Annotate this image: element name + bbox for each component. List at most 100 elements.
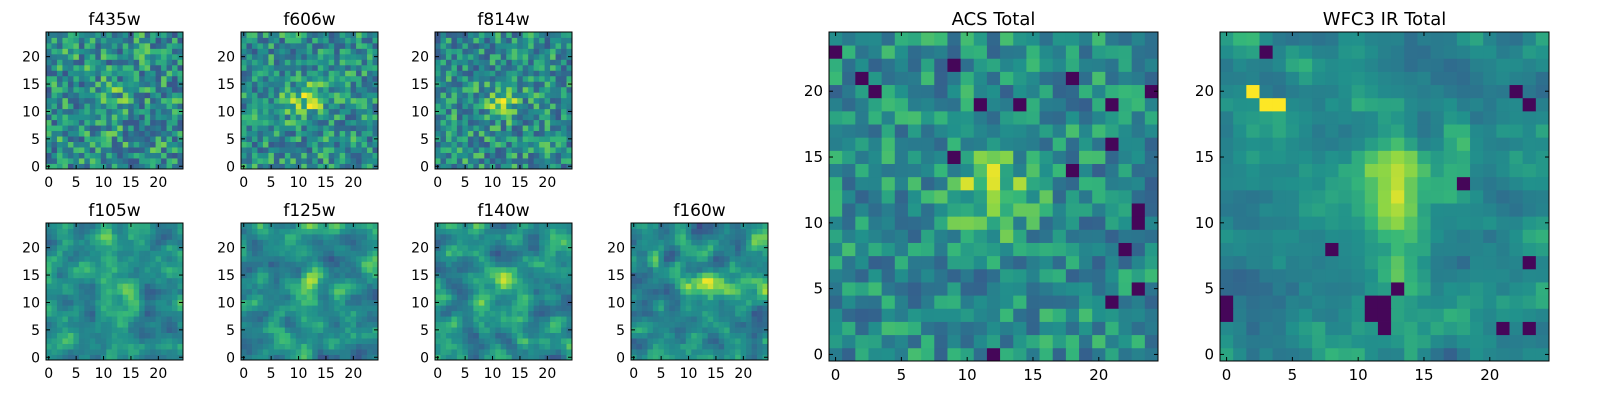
heatmap-cell — [161, 92, 167, 99]
heatmap-cell — [323, 48, 330, 55]
heatmap-cell — [241, 338, 247, 344]
heatmap-cell — [122, 277, 129, 284]
heatmap-cell — [295, 244, 302, 251]
heatmap-cell — [150, 332, 156, 339]
heatmap-cell — [177, 255, 184, 262]
heatmap-cell — [144, 316, 151, 323]
heatmap-cell — [106, 64, 113, 71]
heatmap-cell — [262, 244, 269, 251]
heatmap-cell — [106, 299, 113, 306]
heatmap-cell — [172, 299, 178, 306]
heatmap-cell — [740, 338, 747, 344]
heatmap-cell — [478, 310, 485, 317]
heatmap-cell — [729, 228, 736, 235]
heatmap-cell — [73, 97, 80, 104]
heatmap-cell — [740, 305, 747, 312]
heatmap-cell — [262, 338, 269, 344]
heatmap-cell — [144, 42, 151, 49]
heatmap-cell — [339, 321, 346, 328]
heatmap-cell — [435, 261, 441, 268]
heatmap-cell — [674, 244, 681, 251]
heatmap-cell — [467, 108, 474, 115]
heatmap-cell — [106, 125, 113, 132]
heatmap-cell — [751, 349, 758, 355]
heatmap-cell — [550, 158, 556, 164]
heatmap-cell — [312, 103, 319, 110]
heatmap-cell — [350, 103, 357, 110]
heatmap-cell — [339, 250, 346, 257]
heatmap-cell — [550, 321, 556, 328]
heatmap-cell — [724, 250, 731, 257]
heatmap-cell — [372, 305, 379, 312]
heatmap-cell — [117, 228, 124, 235]
heatmap-cell — [561, 327, 567, 333]
heatmap-cell — [328, 255, 335, 262]
heatmap-cell — [89, 233, 96, 240]
heatmap-cell — [150, 86, 156, 93]
heatmap-cell — [177, 158, 184, 164]
heatmap-cell — [257, 332, 264, 339]
heatmap-cell — [301, 283, 308, 290]
heatmap-cell — [456, 272, 463, 279]
heatmap-cell — [166, 48, 173, 55]
y-tick-label: 15 — [411, 268, 429, 284]
heatmap-cell — [339, 343, 346, 350]
heatmap-cell — [372, 152, 379, 159]
heatmap-cell — [550, 255, 556, 262]
heatmap-cell — [345, 261, 351, 268]
heatmap-cell — [511, 92, 518, 99]
heatmap-cell — [150, 97, 156, 104]
heatmap-cell — [746, 327, 752, 333]
heatmap-cell — [445, 272, 452, 279]
heatmap-cell — [456, 70, 463, 77]
heatmap-cell — [894, 255, 909, 270]
heatmap-cell — [947, 163, 961, 178]
heatmap-cell — [561, 75, 567, 82]
heatmap-cell — [467, 310, 474, 317]
heatmap-cell — [435, 97, 441, 104]
heatmap-cell — [506, 272, 513, 279]
heatmap-cell — [555, 64, 562, 71]
heatmap-cell — [241, 255, 247, 262]
heatmap-cell — [555, 343, 562, 350]
heatmap-cell — [511, 223, 518, 229]
heatmap-cell — [674, 305, 681, 312]
heatmap-cell — [155, 108, 162, 115]
heatmap-cell — [533, 53, 540, 60]
heatmap-cell — [177, 305, 184, 312]
heatmap-cell — [445, 349, 452, 355]
heatmap-cell — [290, 163, 297, 170]
heatmap-cell — [451, 59, 458, 66]
heatmap-cell — [372, 228, 379, 235]
heatmap-cell — [451, 86, 458, 93]
heatmap-cell — [495, 233, 502, 240]
heatmap-cell — [334, 239, 341, 246]
heatmap-cell — [356, 103, 362, 110]
heatmap-cell — [345, 228, 351, 235]
heatmap-cell — [155, 327, 162, 333]
heatmap-cell — [484, 349, 491, 355]
heatmap-cell — [566, 59, 573, 66]
heatmap-cell — [631, 305, 637, 312]
heatmap-cell — [517, 37, 524, 44]
heatmap-cell — [762, 316, 769, 323]
heatmap-cell — [257, 70, 264, 77]
heatmap-cell — [740, 255, 747, 262]
heatmap-cell — [1144, 347, 1159, 362]
heatmap-cell — [539, 42, 545, 49]
heatmap-cell — [456, 75, 463, 82]
heatmap-cell — [489, 343, 496, 350]
heatmap-cell — [306, 349, 313, 355]
heatmap-cell — [489, 125, 496, 132]
heatmap-cell — [478, 37, 485, 44]
heatmap-cell — [95, 103, 102, 110]
heatmap-cell — [78, 42, 85, 49]
heatmap-cell — [361, 266, 368, 273]
heatmap-cell — [451, 261, 458, 268]
heatmap-cell — [1079, 163, 1093, 178]
heatmap-cell — [306, 92, 313, 99]
heatmap-cell — [106, 250, 113, 257]
heatmap-cell — [139, 59, 146, 66]
heatmap-cell — [111, 103, 118, 110]
heatmap-cell — [566, 343, 573, 350]
